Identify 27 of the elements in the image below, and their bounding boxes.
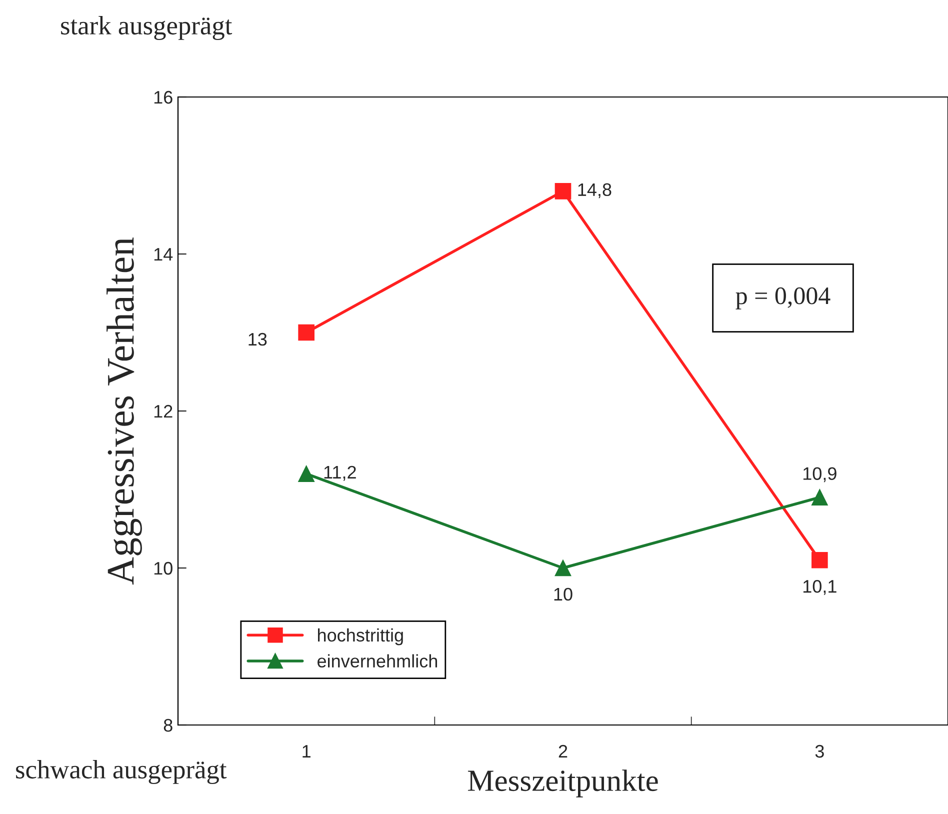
point <box>812 489 828 506</box>
point <box>298 466 314 482</box>
data-label: 10,1 <box>803 580 836 595</box>
text: stark ausgeprägt <box>61 16 232 40</box>
data-label: 14,8 <box>578 183 612 198</box>
data-label: 11,2 <box>324 466 356 481</box>
annotation: p = 0,004 <box>736 287 830 310</box>
legend-label: hochstrittig <box>318 628 403 646</box>
x-tick-label: 2 <box>558 744 568 758</box>
legend-label: einvernehmlich <box>318 654 438 668</box>
y-tick-label: 10 <box>154 562 172 575</box>
point <box>554 183 572 200</box>
data-label: 10 <box>554 588 572 601</box>
y-tick-label: 12 <box>154 404 172 418</box>
point <box>812 552 828 568</box>
x-axis-title: Messzeitpunkte <box>468 770 658 798</box>
point <box>554 560 572 576</box>
x-tick-label: 3 <box>815 744 824 758</box>
data-label: 13 <box>248 332 267 346</box>
y-tick-label: 8 <box>164 718 172 732</box>
x-tick-label: 1 <box>302 745 310 758</box>
point <box>298 324 314 341</box>
y-tick-label: 14 <box>154 248 173 261</box>
text: schwach ausgeprägt <box>16 760 227 784</box>
y-tick-label: 16 <box>154 90 172 104</box>
data-label: 10,9 <box>803 467 836 482</box>
y-axis-title: Aggressives Verhalten <box>106 238 142 585</box>
